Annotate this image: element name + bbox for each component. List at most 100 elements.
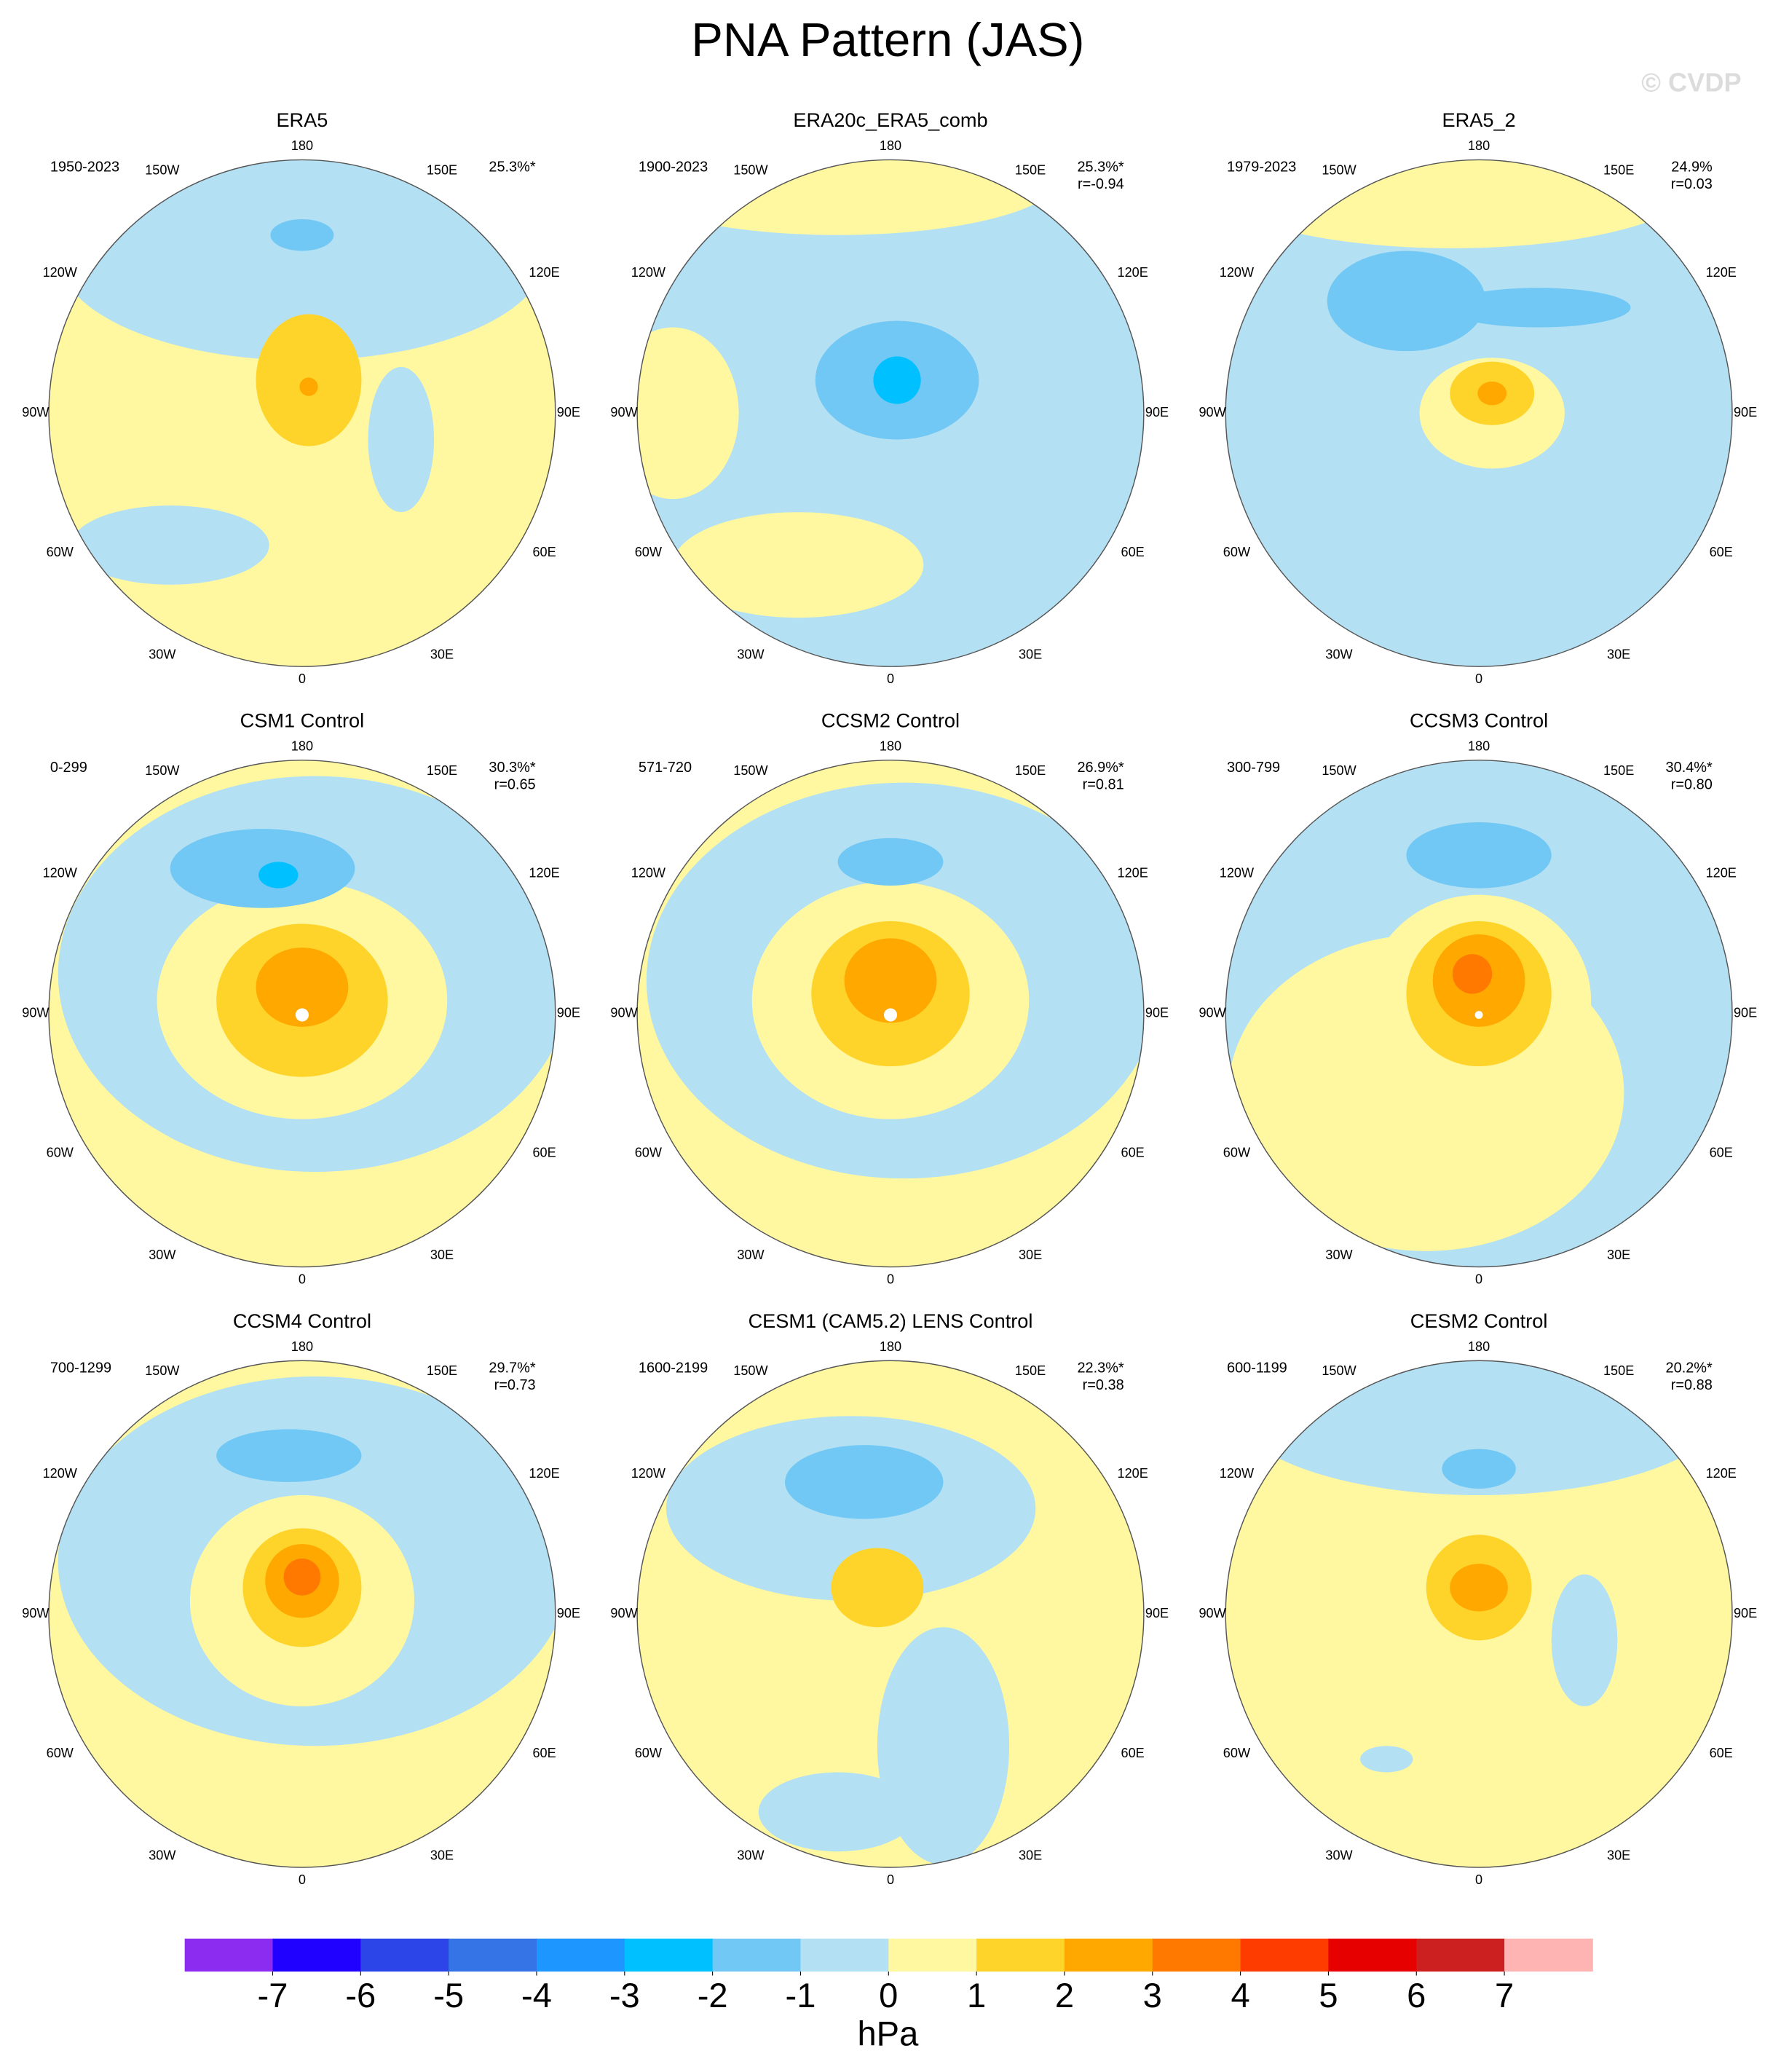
contour-region	[1477, 381, 1507, 406]
longitude-label: 120W	[631, 265, 666, 280]
panel-variance: 30.4%*	[1666, 760, 1713, 776]
longitude-label: 150E	[1603, 162, 1634, 177]
panel-title: ERA20c_ERA5_comb	[793, 109, 987, 131]
longitude-label: 60W	[635, 1146, 663, 1160]
colorbar-unit: hPa	[857, 2014, 919, 2052]
panel-title: CESM1 (CAM5.2) LENS Control	[749, 1309, 1033, 1332]
watermark: © CVDP	[1641, 68, 1741, 98]
longitude-label: 0	[299, 1272, 306, 1286]
colorbar-label: 3	[1143, 1976, 1162, 2014]
panel-title: ERA5	[276, 109, 328, 131]
panel-title: CCSM4 Control	[233, 1309, 371, 1332]
panel-variance: 25.3%*	[1077, 159, 1124, 176]
map	[1225, 1360, 1732, 1867]
map-border	[1225, 760, 1733, 1268]
colorbar-box	[976, 1938, 1065, 1972]
longitude-label: 150E	[1603, 1363, 1634, 1378]
longitude-label: 0	[1475, 1272, 1482, 1286]
contour-region	[58, 159, 547, 361]
longitude-label: 60E	[1710, 1146, 1733, 1160]
longitude-label: 150W	[733, 162, 768, 177]
longitude-label: 120W	[43, 1466, 78, 1481]
longitude-label: 180	[1468, 738, 1490, 753]
longitude-label: 90W	[22, 405, 50, 419]
map-border	[636, 159, 1145, 667]
longitude-label: 90W	[22, 1606, 50, 1620]
longitude-label: 150W	[733, 1363, 768, 1378]
map-border	[636, 1360, 1145, 1868]
panel-variance: 30.3%*	[489, 760, 535, 776]
longitude-label: 150E	[427, 1363, 457, 1378]
longitude-label: 60E	[1121, 1146, 1145, 1160]
map	[637, 1360, 1144, 1867]
panel-title: CESM2 Control	[1410, 1309, 1548, 1332]
contour-region	[1406, 822, 1552, 889]
longitude-label: 30E	[1019, 1248, 1042, 1262]
longitude-label: 90E	[557, 1005, 580, 1020]
longitude-label: 90W	[1198, 1606, 1226, 1620]
panel-correlation: r=0.73	[494, 1377, 536, 1393]
longitude-label: 90W	[22, 1005, 50, 1020]
contour-region	[844, 938, 937, 1023]
longitude-label: 120E	[1706, 865, 1737, 880]
longitude-label: 30W	[149, 647, 176, 662]
colorbar-label: 2	[1055, 1976, 1074, 2014]
contour-region	[1450, 1564, 1508, 1612]
longitude-label: 30W	[737, 1248, 765, 1262]
map-border	[636, 760, 1145, 1268]
panel-title: CSM1 Control	[240, 709, 365, 731]
panel-correlation: r=0.38	[1083, 1377, 1124, 1393]
colorbar-box	[272, 1938, 362, 1972]
longitude-label: 30E	[1019, 1848, 1042, 1863]
panel-variance: 26.9%*	[1077, 760, 1124, 776]
longitude-label: 90W	[1198, 405, 1226, 419]
longitude-label: 60E	[532, 1146, 556, 1160]
longitude-label: 30W	[737, 647, 765, 662]
map	[1225, 760, 1732, 1267]
colorbar-label: -3	[609, 1976, 640, 2014]
longitude-label: 60W	[635, 545, 663, 559]
longitude-label: 90E	[1734, 405, 1757, 419]
longitude-label: 150E	[1603, 763, 1634, 778]
longitude-label: 0	[887, 671, 894, 686]
longitude-label: 180	[880, 738, 901, 753]
panel-correlation: r=0.88	[1671, 1377, 1713, 1393]
longitude-label: 60E	[532, 1746, 556, 1760]
longitude-label: 120W	[1220, 865, 1255, 880]
longitude-label: 60E	[1121, 545, 1145, 559]
longitude-label: 90W	[610, 1606, 638, 1620]
colorbar-label: 7	[1495, 1976, 1514, 2014]
contour-region	[299, 377, 318, 396]
colorbar-box	[536, 1938, 625, 1972]
panel-title: CCSM2 Control	[821, 709, 960, 731]
contour-region	[637, 159, 1062, 235]
longitude-label: 180	[291, 1339, 313, 1354]
panel-period: 300-799	[1227, 760, 1280, 776]
colorbar-label: -4	[521, 1976, 552, 2014]
contour-region	[1360, 1746, 1413, 1773]
longitude-label: 120W	[631, 865, 666, 880]
longitude-label: 60W	[635, 1746, 663, 1760]
map	[49, 1360, 556, 1867]
colorbar-box	[800, 1938, 890, 1972]
longitude-label: 150W	[733, 763, 768, 778]
longitude-label: 90W	[610, 405, 638, 419]
panel-title: ERA5_2	[1442, 109, 1516, 131]
map-border	[48, 159, 556, 667]
longitude-label: 150W	[145, 1363, 180, 1378]
longitude-label: 0	[887, 1872, 894, 1887]
longitude-label: 30W	[149, 1248, 176, 1262]
longitude-label: 180	[291, 138, 313, 153]
colorbar-box	[449, 1938, 537, 1972]
longitude-label: 60W	[1223, 1746, 1251, 1760]
longitude-label: 180	[880, 1339, 901, 1354]
contour-region	[831, 1548, 924, 1628]
longitude-label: 60W	[47, 1746, 74, 1760]
longitude-label: 120W	[1220, 265, 1255, 280]
panel-period: 1600-2199	[639, 1360, 708, 1376]
longitude-label: 30E	[430, 1848, 454, 1863]
map	[49, 760, 556, 1267]
longitude-label: 180	[1468, 138, 1490, 153]
